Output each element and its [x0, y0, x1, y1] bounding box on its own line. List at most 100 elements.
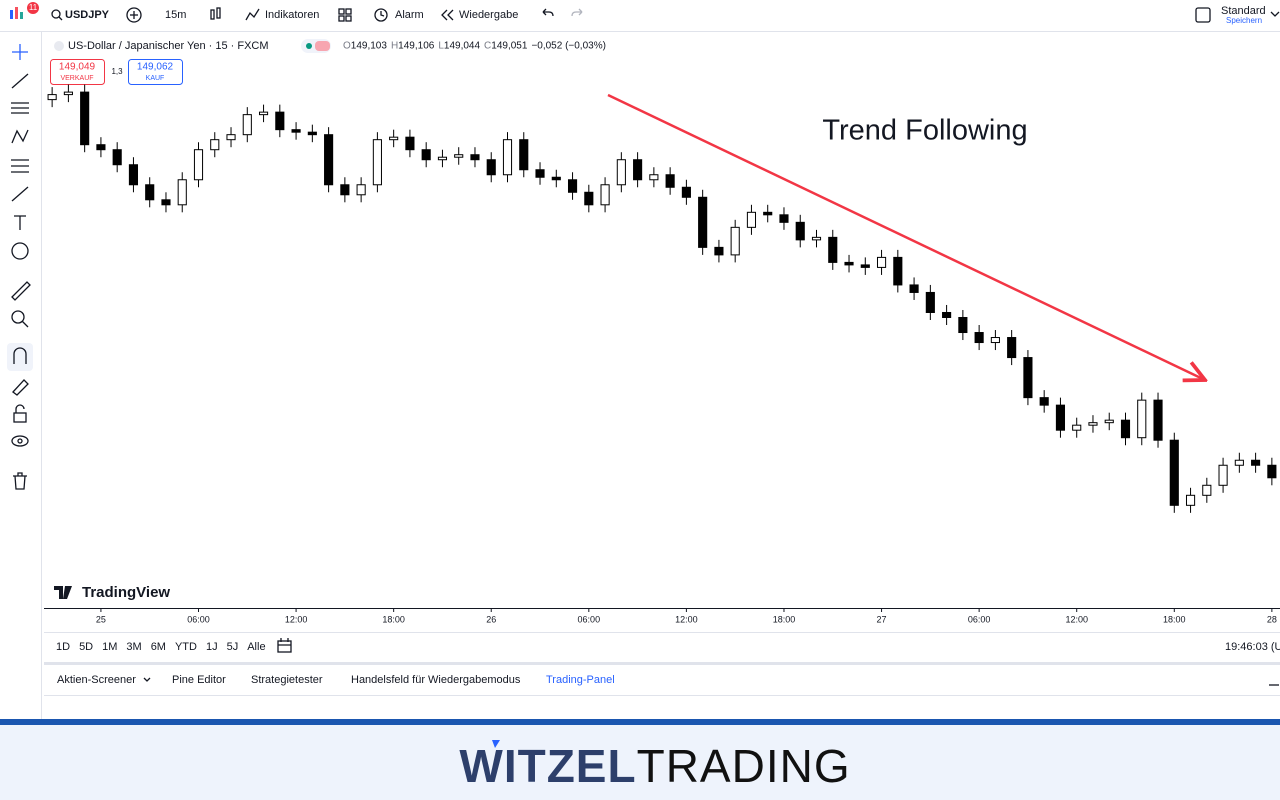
- candle-body: [763, 211, 773, 216]
- templates-button[interactable]: [338, 8, 352, 22]
- tab[interactable]: Pine Editor: [172, 674, 226, 686]
- indicators-button[interactable]: Indikatoren: [245, 8, 319, 21]
- legend-key: C: [484, 41, 491, 52]
- buy-price: 149,062: [137, 62, 174, 73]
- tab-menu[interactable]: [143, 677, 151, 682]
- x-tick-label: 06:00: [187, 614, 210, 624]
- magnet-active[interactable]: [7, 343, 33, 371]
- drawing-tools[interactable]: [11, 44, 31, 328]
- brand-logo: WITZELTRADING: [459, 740, 850, 792]
- top-toolbar: [0, 0, 1280, 31]
- range-button[interactable]: 1J: [206, 641, 218, 653]
- banner-line: [0, 719, 1280, 725]
- candle-body: [1218, 464, 1228, 486]
- legend-value: 149,106: [398, 41, 435, 52]
- candle-body: [258, 111, 269, 116]
- x-tick-label: 26: [486, 614, 496, 624]
- replay-button[interactable]: Wiedergabe: [441, 9, 518, 21]
- trend-arrow: [607, 93, 1205, 380]
- legend-value: 149,051: [491, 41, 528, 52]
- range-button[interactable]: YTD: [175, 641, 197, 653]
- x-tick-label: 18:00: [1163, 614, 1186, 624]
- alert-label: Alarm: [395, 9, 424, 21]
- candles: [47, 84, 1277, 513]
- candle-body: [876, 256, 887, 268]
- range-button[interactable]: 1D: [56, 641, 70, 653]
- banner: [0, 725, 1280, 800]
- candle-body: [161, 199, 171, 206]
- redo-button[interactable]: [571, 8, 583, 17]
- symbol-search[interactable]: USDJPY: [51, 9, 110, 21]
- splitter: [44, 662, 1280, 665]
- candle-body: [1251, 459, 1261, 466]
- candle-body: [210, 139, 220, 151]
- candle-body: [291, 129, 301, 133]
- legend-value: 149,103: [351, 41, 388, 52]
- badge: 11: [29, 3, 38, 12]
- tab[interactable]: Strategietester: [251, 674, 323, 686]
- candle-body: [421, 149, 431, 161]
- candle-body: [226, 134, 236, 141]
- candle-body: [389, 136, 399, 141]
- candle-body: [307, 131, 317, 136]
- candle-body: [567, 179, 578, 193]
- candle-body: [1185, 494, 1196, 506]
- brand-bold: WITZEL: [459, 740, 636, 792]
- spread: 1,3: [111, 67, 123, 76]
- range-button[interactable]: 5D: [79, 641, 93, 653]
- legend-value: −0,052 (−0,03%): [531, 41, 606, 52]
- candle-body: [96, 144, 106, 151]
- candle-body: [502, 139, 513, 176]
- save-label[interactable]: Speichern: [1226, 16, 1262, 25]
- tab[interactable]: Aktien-Screener: [57, 674, 136, 686]
- range-button[interactable]: 5J: [227, 641, 239, 653]
- candle-body: [112, 149, 122, 166]
- chart-type-button[interactable]: [210, 7, 221, 20]
- candle-body: [340, 184, 350, 196]
- candle-body: [1120, 419, 1131, 439]
- interval-button[interactable]: 15m: [165, 9, 186, 21]
- candle-body: [698, 196, 708, 248]
- undo-button[interactable]: [542, 8, 554, 17]
- replay-label: Wiedergabe: [459, 9, 518, 21]
- layout-checkbox[interactable]: [1195, 7, 1211, 23]
- candle-body: [1039, 397, 1049, 406]
- candle-body: [519, 139, 529, 171]
- candle-body: [535, 169, 545, 178]
- x-tick-label: 12:00: [675, 614, 698, 624]
- candle-body: [128, 164, 139, 186]
- sell-button[interactable]: 149,049 VERKAUF: [50, 59, 105, 85]
- layout-name[interactable]: Standard: [1221, 5, 1266, 17]
- candle-body: [356, 184, 366, 196]
- candle-body: [974, 332, 984, 344]
- bottom-tabs: Aktien-Screener Pine Editor Strategieteste…: [57, 674, 615, 686]
- side-tools[interactable]: [11, 347, 29, 490]
- candle-body: [616, 159, 626, 186]
- candle-body: [1055, 404, 1066, 431]
- layout-menu[interactable]: [1270, 11, 1280, 17]
- tab[interactable]: Handelsfeld für Wiedergabemodus: [351, 674, 521, 686]
- candle-body: [1267, 464, 1277, 479]
- candle-body: [633, 159, 643, 181]
- buy-button[interactable]: 149,062 KAUF: [128, 59, 183, 85]
- range-button[interactable]: 1M: [102, 641, 117, 653]
- candle-body: [665, 174, 675, 188]
- compare-button[interactable]: [126, 7, 142, 23]
- alert-button[interactable]: Alarm: [374, 8, 424, 22]
- sell-label: VERKAUF: [60, 75, 93, 82]
- candle-body: [795, 221, 805, 241]
- range-button[interactable]: 3M: [126, 641, 141, 653]
- range-button[interactable]: 6M: [151, 641, 166, 653]
- menu-logo[interactable]: 11: [10, 2, 39, 19]
- legend-key: O: [343, 41, 351, 52]
- candle-body: [942, 311, 952, 318]
- tab[interactable]: Trading-Panel: [546, 674, 615, 686]
- candle-body: [925, 291, 935, 313]
- x-tick-label: 06:00: [968, 614, 991, 624]
- date-range-button[interactable]: [277, 638, 292, 653]
- candle-body: [990, 337, 1000, 344]
- range-button[interactable]: Alle: [247, 641, 265, 653]
- candle-body: [372, 139, 382, 186]
- legend-key: H: [391, 41, 398, 52]
